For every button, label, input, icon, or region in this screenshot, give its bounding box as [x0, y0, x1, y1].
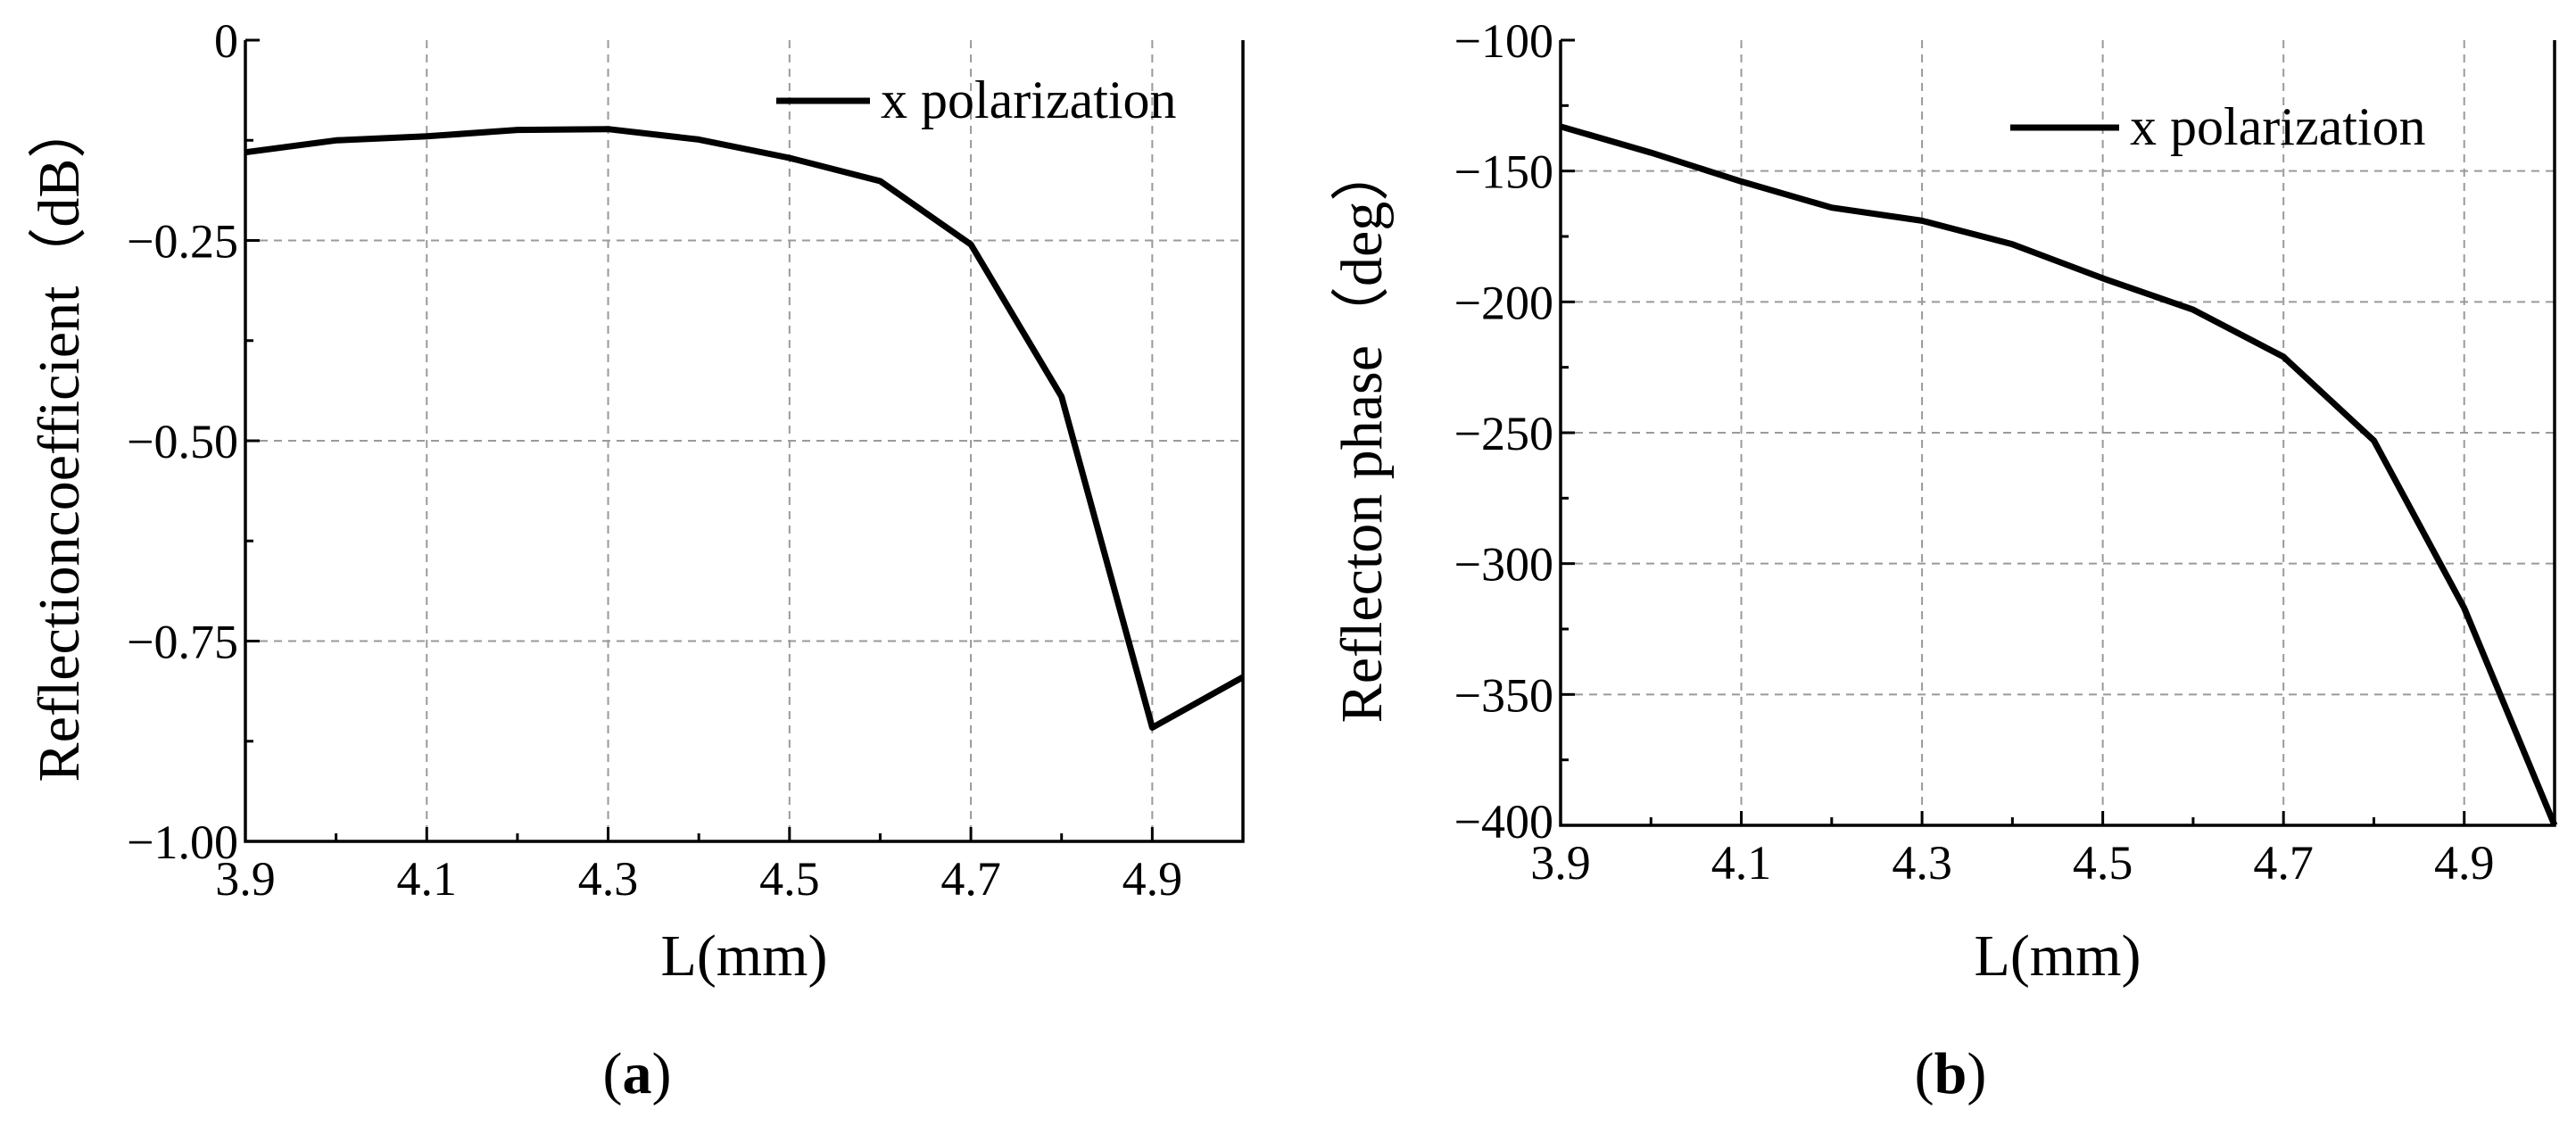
x-tick-label: 3.9: [1530, 836, 1591, 890]
x-tick-label: 3.9: [215, 852, 276, 906]
x-tick-label: 4.7: [2253, 836, 2314, 890]
x-axis-label: L(mm): [1975, 923, 2141, 989]
series-line-x-polarization: [245, 129, 1243, 728]
y-tick-label: −200: [1454, 276, 1553, 329]
y-tick-label: −0.50: [127, 415, 238, 468]
x-tick-label: 4.7: [940, 852, 1001, 906]
x-axis-label: L(mm): [661, 923, 828, 989]
y-axis-label: Reflectioncoefficient（dB）: [27, 100, 92, 782]
y-tick-label: −150: [1454, 145, 1553, 199]
x-tick-label: 4.9: [2434, 836, 2495, 890]
x-tick-label: 4.1: [397, 852, 458, 906]
x-tick-label: 4.5: [2073, 836, 2133, 890]
x-tick-label: 4.5: [759, 852, 820, 906]
panel-label: (b): [1915, 1041, 1987, 1106]
panel-label: (a): [603, 1041, 672, 1106]
x-tick-label: 4.3: [1892, 836, 1952, 890]
y-tick-label: −300: [1454, 538, 1553, 592]
y-tick-label: 0: [214, 14, 238, 68]
series-line-x-polarization: [1561, 127, 2555, 825]
y-tick-label: −250: [1454, 407, 1553, 460]
legend-label: x polarization: [2130, 97, 2426, 156]
y-tick-label: −350: [1454, 668, 1553, 722]
x-tick-label: 4.1: [1711, 836, 1772, 890]
y-tick-label: −0.25: [127, 215, 238, 269]
x-tick-label: 4.3: [578, 852, 639, 906]
y-tick-label: −100: [1454, 14, 1553, 68]
x-tick-label: 4.9: [1122, 852, 1183, 906]
legend-label: x polarization: [881, 70, 1177, 129]
y-tick-label: −0.75: [127, 616, 238, 669]
y-axis-label: Reflecton phase（deg）: [1329, 143, 1395, 724]
